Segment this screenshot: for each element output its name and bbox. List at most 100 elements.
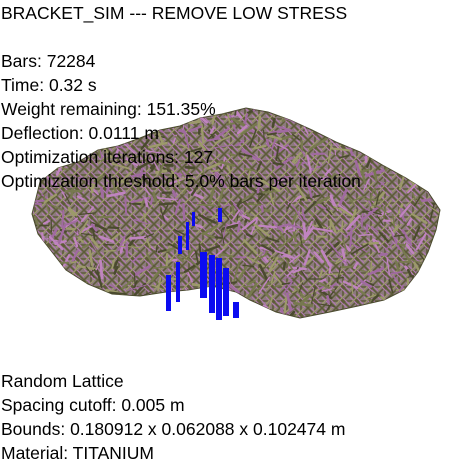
lattice-bar [228,152,236,157]
lattice-bar [318,278,327,284]
lattice-bar [335,257,347,265]
lattice-bar [62,294,67,306]
lattice-bar [360,279,373,288]
lattice-bar [406,218,413,226]
optimization-iterations: Optimization iterations: 127 [1,147,214,167]
material-readout: Material: TITANIUM [1,443,154,463]
lattice-bar [174,199,182,216]
lattice-bar [194,250,199,263]
lattice-bar [43,193,58,204]
lattice-bar [442,128,451,140]
lattice-bar [350,242,368,253]
lattice-bar [272,262,279,270]
lattice-bar [91,222,108,232]
lattice-bar [179,254,191,262]
lattice-bar [318,269,323,281]
lattice-bar [79,219,89,235]
lattice-bar [298,232,303,245]
lattice-bar [283,225,289,234]
lattice-bar [270,270,276,284]
lattice-bar [273,178,281,192]
lattice-bar [258,263,269,282]
lattice-bar [276,125,293,132]
lattice-bar [140,309,156,313]
lattice-bar [183,260,202,274]
lattice-bar [249,312,259,318]
lattice-bar [145,150,162,154]
lattice-bar [62,294,68,304]
lattice-bar [253,223,270,237]
lattice-bar [206,315,218,318]
lattice-bar [234,108,239,116]
lattice-bar [304,220,313,238]
stats-overlay: BRACKET_SIM --- REMOVE LOW STRESS Bars: … [1,1,361,193]
lattice-bar [236,125,248,135]
lattice-bar [32,311,39,316]
lattice-bar [152,265,173,269]
lattice-bar [411,274,419,286]
lattice-bar [333,206,345,212]
lattice-bar [136,161,150,171]
lattice-bar [363,142,377,155]
lattice-bar [111,179,118,195]
lattice-bar [131,171,147,178]
lattice-bar [114,148,120,158]
lattice-bar [108,291,127,295]
lattice-bar [92,316,107,318]
lattice-bar [436,176,440,188]
lattice-bar [312,227,333,233]
lattice-bar [157,277,162,292]
lattice-bar [403,108,406,120]
lattice-bar [265,138,270,148]
lattice-bar [433,151,437,173]
lattice-bar [73,312,91,318]
lattice-bar [215,248,225,257]
lattice-bar [146,301,159,314]
lattice-bar [386,256,391,276]
lattice-bar [106,304,118,315]
lattice-bar [434,285,440,305]
lattice-bar [123,142,135,154]
lattice-bar [376,304,384,311]
lattice-bar [378,231,390,243]
lattice-bar [395,288,416,292]
lattice-bar [443,221,451,229]
lattice-bar [155,279,159,287]
lattice-bar [256,279,274,292]
lattice-bar [274,249,293,258]
lattice-bar [85,266,95,278]
lattice-bar [367,124,375,129]
lattice-bar [303,249,311,266]
blue-support-bars [166,208,239,320]
lattice-bar [67,206,78,217]
lattice-bar [399,115,409,126]
lattice-bar [182,175,193,195]
lattice-bar [390,271,403,275]
lattice-bar [207,308,210,318]
lattice-bar [92,226,96,241]
lattice-bar [296,158,301,169]
lattice-bar [277,156,282,164]
lattice-bar [153,319,155,332]
lattice-bar [233,261,241,282]
lattice-bar [282,261,287,271]
lattice-bar [241,193,253,202]
lattice-bar [198,315,202,318]
lattice-bar [357,289,366,296]
lattice-bar [316,303,335,307]
lattice-bar [435,147,439,168]
lattice-bar [381,132,385,147]
lattice-bar [222,243,227,250]
lattice-bar [177,143,191,150]
lattice-bar [78,299,91,309]
lattice-bar [247,203,264,206]
lattice-bar [382,201,387,220]
lattice-bar [130,244,139,251]
lattice-bar [45,297,56,309]
lattice-bar [422,302,440,307]
lattice-bar [326,313,345,317]
lattice-bar [414,126,421,135]
lattice-bar [114,300,123,314]
lattice-bar [162,204,169,216]
